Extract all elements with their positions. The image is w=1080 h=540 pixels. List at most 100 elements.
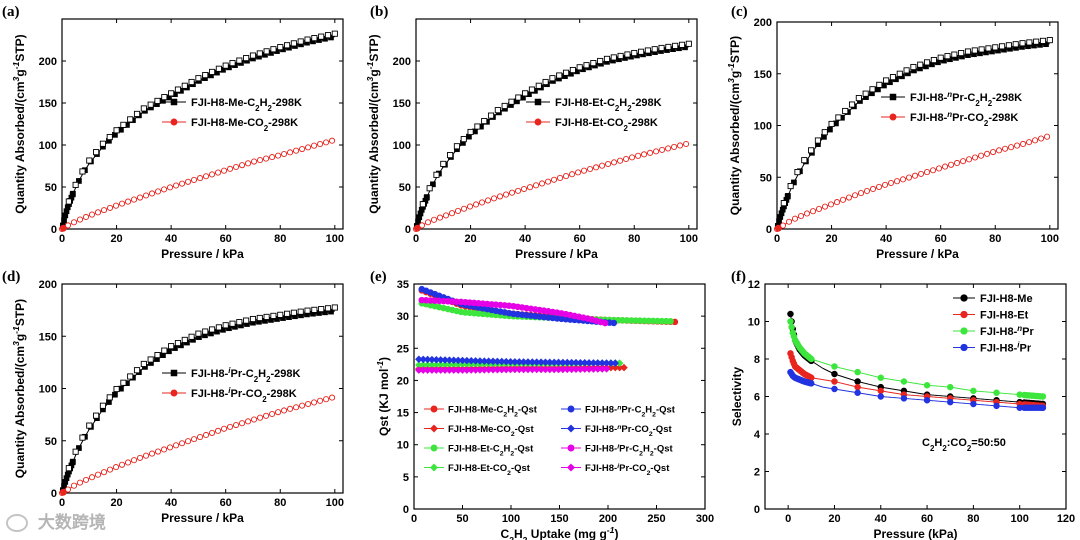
text-part: 2 <box>639 450 643 457</box>
data-point <box>287 149 294 156</box>
text-part: n <box>947 110 952 119</box>
text-part: H <box>514 527 523 540</box>
data-point-desorption <box>419 201 426 208</box>
data-point-desorption <box>610 54 617 61</box>
data-point-desorption <box>576 64 583 71</box>
x-tick-label: 40 <box>875 513 887 525</box>
series-FJI-H8-nPr <box>787 318 1047 400</box>
data-point <box>821 203 829 210</box>
data-point <box>233 421 240 429</box>
series-line <box>61 139 335 230</box>
data-point <box>954 159 961 167</box>
data-point <box>839 196 847 203</box>
data-point <box>227 423 234 430</box>
data-point-desorption <box>324 305 332 312</box>
legend-marker <box>889 113 897 121</box>
data-point-desorption <box>487 112 495 119</box>
data-point <box>112 391 118 398</box>
y-tick-label: 5 <box>403 472 409 484</box>
data-point-desorption <box>188 333 195 340</box>
data-point-desorption <box>297 38 304 45</box>
data-point <box>172 182 180 189</box>
legend-marker <box>567 444 575 452</box>
text-part: i <box>1017 340 1020 349</box>
y-axis-title: Quantity Absorbed/(cm3g-1STP) <box>365 34 381 213</box>
y-axis-title: Quantity Absorbed/(cm3g-1STP) <box>11 34 27 213</box>
data-point-desorption <box>814 137 821 144</box>
data-point-desorption <box>869 86 876 93</box>
text-part: i <box>617 443 620 450</box>
text-part: -298K <box>268 117 298 129</box>
data-point-desorption <box>140 360 147 367</box>
data-point <box>251 416 258 423</box>
data-point-desorption <box>1039 37 1047 44</box>
data-point <box>623 155 630 163</box>
data-point <box>245 418 252 425</box>
legend-marker <box>960 327 968 335</box>
data-point <box>496 193 504 200</box>
data-point-desorption <box>624 51 631 58</box>
data-point-desorption <box>964 48 972 55</box>
data-point <box>970 400 977 408</box>
data-point-desorption <box>188 78 195 86</box>
y-tick-label: 200 <box>393 56 411 68</box>
data-point-desorption <box>202 328 209 335</box>
data-point-desorption <box>883 77 890 84</box>
series-FJI-H8-Et-C2H2-298K <box>413 40 692 230</box>
data-point <box>809 208 817 215</box>
text-part: 3 <box>11 341 21 346</box>
data-point-desorption <box>787 182 794 190</box>
text-part: FJI-H8-Et-C <box>555 97 615 109</box>
data-point <box>787 310 794 318</box>
text-part: Pr-CO <box>230 388 262 400</box>
text-part: -Qst <box>518 405 538 416</box>
data-point-desorption <box>154 97 161 104</box>
data-point <box>605 160 612 168</box>
x-tick-label: 120 <box>1057 513 1075 525</box>
data-point <box>100 469 108 476</box>
data-point-desorption <box>910 63 917 71</box>
text-part: -298K <box>632 97 662 109</box>
data-point-desorption <box>127 116 134 123</box>
data-point <box>620 363 628 372</box>
data-point <box>106 466 114 473</box>
data-point <box>317 397 324 404</box>
x-tick-label: 40 <box>519 233 531 245</box>
data-point <box>996 147 1003 154</box>
data-point-desorption <box>1019 40 1026 47</box>
text-part: 3 <box>726 78 736 83</box>
text-part: FJI-H8-Et-CO <box>448 463 507 474</box>
series-FJI-H8-Et <box>787 350 1047 410</box>
data-point-desorption <box>168 343 175 350</box>
text-part: H <box>507 405 514 416</box>
data-point <box>136 454 144 461</box>
legend-marker <box>170 118 178 126</box>
data-point-desorption <box>617 52 624 60</box>
data-point-desorption <box>106 133 113 141</box>
y-axis-title: Qst (KJ mol-1) <box>375 357 391 436</box>
data-point <box>900 378 908 385</box>
text-part: -298K <box>270 368 300 380</box>
data-point-desorption <box>808 147 815 154</box>
text-part: FJI-H8- <box>585 444 617 455</box>
text-part: i <box>617 463 620 470</box>
x-axis-title: Pressure / kPa <box>161 511 244 525</box>
text-part: 2 <box>930 444 935 453</box>
y-tick-label: 50 <box>45 436 57 448</box>
data-point-desorption <box>821 129 828 136</box>
panel-b: (b) 0 20 40 60 80 100 0 50 100 150 200 Pressure / kP… <box>365 4 698 261</box>
data-point <box>287 405 294 412</box>
text-part: 2 <box>647 470 651 477</box>
data-point <box>118 461 126 468</box>
data-point <box>190 436 198 443</box>
data-point <box>484 197 492 204</box>
data-point <box>877 393 885 400</box>
text-part: STP) <box>367 34 381 61</box>
data-point-desorption <box>1012 41 1019 48</box>
data-point <box>430 216 438 223</box>
text-part: 2 <box>500 450 504 457</box>
legend-label: FJI-H8-iPr <box>980 340 1032 355</box>
y-tick-label: 200 <box>39 56 57 68</box>
data-point <box>196 175 204 182</box>
data-point <box>106 204 114 211</box>
